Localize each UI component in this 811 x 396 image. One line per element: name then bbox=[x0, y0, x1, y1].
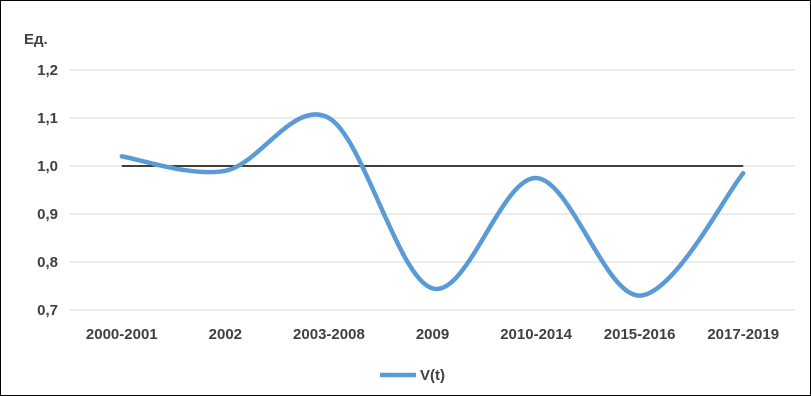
y-tick-label: 1,1 bbox=[37, 110, 58, 127]
series-group bbox=[119, 112, 746, 298]
x-tick-label: 2002 bbox=[209, 326, 242, 343]
gridlines bbox=[70, 69, 795, 311]
y-tick-label: 0,8 bbox=[37, 254, 58, 271]
x-tick-label: 2000-2001 bbox=[86, 326, 158, 343]
legend: V(t) bbox=[380, 367, 445, 384]
x-tick-label: 2015-2016 bbox=[604, 326, 676, 343]
y-tick-label: 1,0 bbox=[37, 158, 58, 175]
legend-label: V(t) bbox=[420, 367, 445, 384]
y-axis-unit-label: Ед. bbox=[24, 31, 48, 48]
y-axis-ticks: 0,7 0,8 0,9 1,0 1,1 1,2 bbox=[37, 62, 58, 319]
x-tick-label: 2003-2008 bbox=[293, 326, 365, 343]
y-tick-label: 0,9 bbox=[37, 206, 58, 223]
x-axis-ticks: 2000-2001 2002 2003-2008 2009 2010-2014 2015-… bbox=[86, 326, 779, 343]
x-tick-label: 2010-2014 bbox=[500, 326, 572, 343]
y-tick-label: 1,2 bbox=[37, 62, 58, 79]
y-tick-label: 0,7 bbox=[37, 302, 58, 319]
x-tick-label: 2009 bbox=[416, 326, 449, 343]
series-line bbox=[119, 112, 746, 298]
x-tick-label: 2017-2019 bbox=[707, 326, 779, 343]
